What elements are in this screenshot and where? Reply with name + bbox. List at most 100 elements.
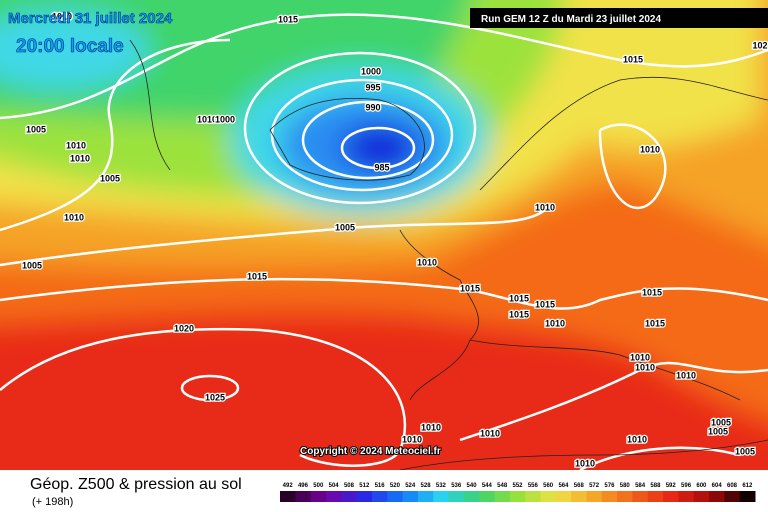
colorbar-label: 532 bbox=[436, 483, 447, 489]
isobar-label: 1015 bbox=[460, 283, 480, 293]
colorbar-cell bbox=[540, 491, 557, 502]
colorbar-label: 600 bbox=[696, 483, 707, 489]
colorbar-cell bbox=[417, 491, 434, 502]
isobar-label: 1015 bbox=[509, 293, 529, 303]
colorbar-label: 560 bbox=[543, 483, 554, 489]
colorbar-label: 596 bbox=[681, 483, 692, 489]
coastlines bbox=[129, 39, 768, 470]
isobar-label: 1005 bbox=[26, 124, 46, 134]
run-box bbox=[470, 8, 768, 28]
isobar-label: 1015 bbox=[623, 54, 643, 64]
field-layers bbox=[0, 0, 768, 425]
colorbar-cell bbox=[647, 491, 664, 502]
isobar-label: 1010 bbox=[640, 144, 660, 154]
colorbar-label: 568 bbox=[574, 483, 585, 489]
time-label: 20:00 locale bbox=[16, 36, 124, 57]
colorbar-cell bbox=[356, 491, 373, 502]
colorbar-cell bbox=[739, 491, 756, 502]
isobar-label: 995 bbox=[365, 82, 380, 92]
colorbar-cell bbox=[280, 491, 296, 502]
isobar-label: 1005 bbox=[100, 173, 120, 183]
isobar-label: 1015 bbox=[278, 14, 298, 24]
colorbar-cell bbox=[586, 491, 603, 502]
colorbar-label: 512 bbox=[359, 483, 370, 489]
colorbar-label: 496 bbox=[298, 483, 309, 489]
colorbar-cell bbox=[402, 491, 419, 502]
isobar-label: 1025 bbox=[205, 392, 225, 402]
isobar-label: 1010 bbox=[635, 362, 655, 372]
isobar-label: 1020 bbox=[174, 323, 194, 333]
colorbar-label: 612 bbox=[742, 483, 753, 489]
isobar-label: 1010 bbox=[66, 140, 86, 150]
colorbar-label: 520 bbox=[390, 483, 401, 489]
colorbar-label: 580 bbox=[620, 483, 631, 489]
footer-title: Géop. Z500 & pression au sol bbox=[30, 476, 242, 493]
colorbar-label: 500 bbox=[313, 483, 324, 489]
colorbar-cell bbox=[325, 491, 342, 502]
colorbar-cell bbox=[632, 491, 649, 502]
isobar-label: 1000 bbox=[215, 114, 235, 124]
colorbar-cell bbox=[310, 491, 327, 502]
isobar-label: 985 bbox=[374, 162, 389, 172]
colorbar-label: 588 bbox=[650, 483, 661, 489]
colorbar-cell bbox=[678, 491, 695, 502]
colorbar-cell bbox=[525, 491, 541, 502]
colorbar-cell bbox=[693, 491, 710, 502]
isobar-label: 1010 bbox=[535, 202, 555, 212]
colorbar-label: 508 bbox=[344, 483, 355, 489]
colorbar-label: 604 bbox=[712, 483, 723, 489]
colorbar-cell bbox=[387, 491, 404, 502]
isobar-label: 1010 bbox=[197, 114, 217, 124]
colorbar-label: 592 bbox=[666, 483, 677, 489]
isobar-label: 102 bbox=[752, 40, 767, 50]
colorbar-label: 564 bbox=[558, 483, 569, 489]
isobar-label: 1010 bbox=[417, 257, 437, 267]
colorbar-cell bbox=[724, 491, 741, 502]
isobar-label: 1015 bbox=[645, 318, 665, 328]
isobar-label: 1015 bbox=[509, 309, 529, 319]
run-label: Run GEM 12 Z du Mardi 23 juillet 2024 bbox=[481, 14, 661, 25]
colorbar-label: 516 bbox=[375, 483, 386, 489]
colorbar-label: 548 bbox=[497, 483, 508, 489]
isobar-label: 1010 bbox=[70, 153, 90, 163]
isobar-label: 1010 bbox=[627, 434, 647, 444]
colorbar-label: 576 bbox=[604, 483, 615, 489]
isobar-label: 1010 bbox=[676, 370, 696, 380]
colorbar-label: 572 bbox=[589, 483, 600, 489]
colorbar-label: 584 bbox=[635, 483, 646, 489]
isobar-label: 1010 bbox=[480, 428, 500, 438]
colorbar-cell bbox=[341, 491, 358, 502]
isobar-label: 1015 bbox=[535, 299, 555, 309]
colorbar-label: 536 bbox=[451, 483, 462, 489]
map-area: 1010 101510151000995990101010009851005101… bbox=[0, 0, 768, 470]
colorbar: 492 496 500 504 508 512 516 520 524 528 532 536 540 5… bbox=[280, 483, 756, 502]
colorbar-label: 504 bbox=[329, 483, 340, 489]
isobar-label: 1005 bbox=[335, 222, 355, 232]
colorbar-cell bbox=[571, 491, 587, 502]
colorbar-cell bbox=[295, 491, 312, 502]
isobar-label: 1010 bbox=[575, 458, 595, 468]
colorbar-label: 540 bbox=[467, 483, 478, 489]
colorbar-label: 528 bbox=[421, 483, 432, 489]
colorbar-cell bbox=[371, 491, 388, 502]
colorbar-cell bbox=[448, 491, 465, 502]
colorbar-label: 544 bbox=[482, 483, 493, 489]
isobar-label: 1005 bbox=[711, 417, 731, 427]
colorbar-label: 608 bbox=[727, 483, 738, 489]
colorbar-cell bbox=[709, 491, 725, 502]
isobar-label: 1010 bbox=[52, 11, 72, 21]
isobar-label: 1005 bbox=[708, 426, 728, 436]
colorbar-cell bbox=[494, 491, 511, 502]
colorbar-label: 524 bbox=[405, 483, 416, 489]
copyright: Copyright © 2024 Meteociel.fr bbox=[300, 446, 441, 457]
isobar-label: 1010 bbox=[545, 318, 565, 328]
colorbar-cell bbox=[663, 491, 679, 502]
colorbar-label: 552 bbox=[512, 483, 523, 489]
colorbar-cell bbox=[463, 491, 480, 502]
date-label: Mercredi 31 juillet 2024 bbox=[8, 10, 173, 27]
colorbar-cell bbox=[617, 491, 633, 502]
isobar-label: 990 bbox=[365, 102, 380, 112]
isobars bbox=[0, 13, 768, 470]
